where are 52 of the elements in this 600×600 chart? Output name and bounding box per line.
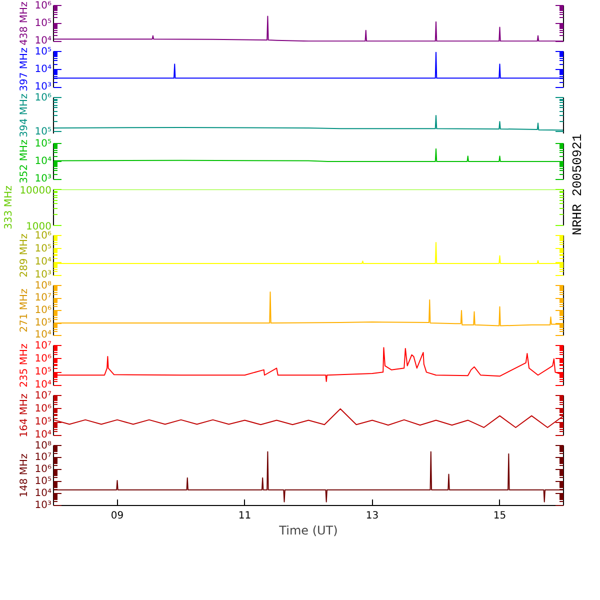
y-tick-label: 10⁴ xyxy=(34,330,52,340)
y-tick-label: 10⁶ xyxy=(34,464,52,475)
y-tick-label: 10⁵ xyxy=(34,138,52,150)
y-tick-label: 10⁷ xyxy=(34,292,52,304)
y-tick-label: 10⁵ xyxy=(34,366,52,378)
y-tick-label: 10⁷ xyxy=(34,390,52,402)
y-tick-label: 10⁵ xyxy=(34,126,52,138)
y-tick-label: 10⁶ xyxy=(34,92,52,104)
y-tick-label: 10³ xyxy=(34,270,52,280)
y-axis-title: 271 MHz xyxy=(18,288,30,332)
y-tick-label: 10⁵ xyxy=(34,416,52,428)
y-tick-label: 10⁵ xyxy=(34,476,52,487)
x-tick-label: 09 xyxy=(110,510,124,522)
y-tick-label: 10⁴ xyxy=(34,488,52,499)
y-tick-label: 10⁴ xyxy=(34,64,52,75)
y-axis-title: 352 MHz xyxy=(18,140,30,184)
y-tick-label: 10⁵ xyxy=(34,318,52,328)
y-tick-label: 10⁴ xyxy=(34,430,52,440)
y-tick-label: 10⁷ xyxy=(34,340,52,352)
y-tick-label: 10⁷ xyxy=(34,452,52,463)
y-axis-title: 438 MHz xyxy=(18,2,30,46)
y-tick-label: 10⁴ xyxy=(34,156,52,167)
y-tick-label: 10⁴ xyxy=(34,256,52,268)
y-tick-label: 10⁵ xyxy=(34,243,52,254)
x-tick-label: 15 xyxy=(493,510,506,522)
y-tick-label: 10⁶ xyxy=(34,0,52,12)
y-axis-title: 148 MHz xyxy=(18,454,30,498)
y-axis-title: 235 MHz xyxy=(18,344,30,388)
x-axis-title: Time (UT) xyxy=(278,524,338,538)
y-axis-title: 289 MHz xyxy=(18,234,30,278)
y-axis-title: 164 MHz xyxy=(18,394,30,438)
y-tick-label: 10⁶ xyxy=(34,305,52,316)
y-tick-label: 10⁸ xyxy=(34,440,52,452)
y-tick-label: 10⁶ xyxy=(34,230,52,242)
y-tick-label: 10⁵ xyxy=(34,18,52,29)
y-tick-label: 10³ xyxy=(34,174,52,184)
y-tick-label: 10⁴ xyxy=(34,380,52,390)
text: NRHR 20050921 xyxy=(570,134,585,236)
y-tick-label: 10⁵ xyxy=(34,46,52,58)
y-tick-label: 10⁶ xyxy=(34,353,52,364)
y-axis-title: 397 MHz xyxy=(18,48,30,92)
y-axis-title: 394 MHz xyxy=(18,94,30,138)
y-tick-label: 10³ xyxy=(34,82,52,92)
x-tick-label: 11 xyxy=(238,510,252,522)
y-tick-label: 10⁶ xyxy=(34,403,52,414)
y-tick-label: 10⁸ xyxy=(34,280,52,292)
y-tick-label: 1000 xyxy=(26,222,52,232)
y-tick-label: 10³ xyxy=(34,500,52,511)
x-tick-label: 13 xyxy=(366,510,379,522)
y-axis-title: 333 MHz xyxy=(4,186,15,230)
y-tick-label: 10⁴ xyxy=(34,36,52,46)
y-tick-label: 10000 xyxy=(20,186,52,196)
